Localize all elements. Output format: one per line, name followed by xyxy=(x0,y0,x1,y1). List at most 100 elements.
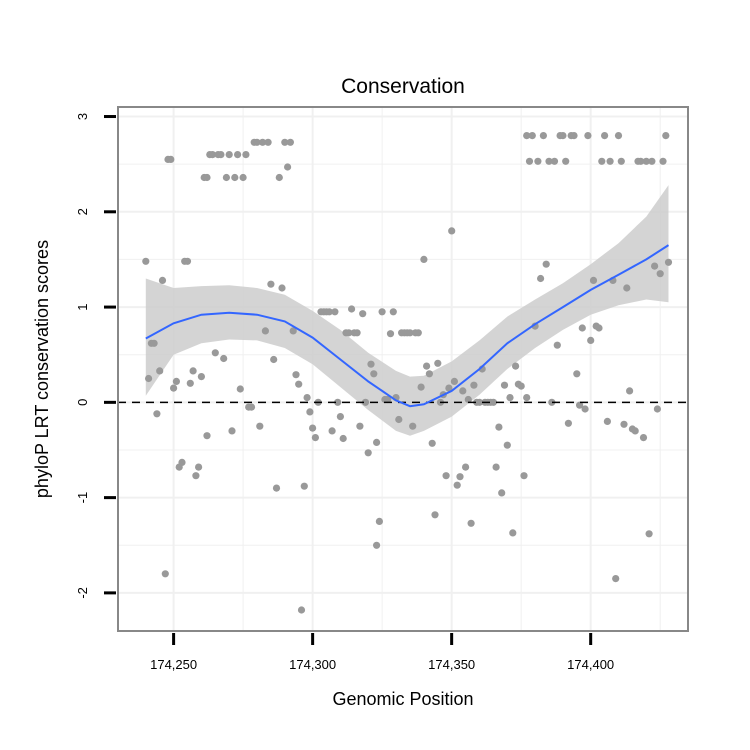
data-point xyxy=(334,398,342,406)
data-point xyxy=(525,157,534,165)
data-point xyxy=(336,413,344,421)
data-point xyxy=(550,157,559,165)
data-point xyxy=(292,371,300,379)
data-point xyxy=(303,394,311,402)
data-point xyxy=(664,258,673,266)
data-point xyxy=(300,482,308,490)
data-point xyxy=(617,157,625,165)
data-point xyxy=(231,173,239,182)
data-point xyxy=(297,606,306,614)
data-point xyxy=(406,329,414,337)
y-axis-label: phyloP LRT conservation scores xyxy=(32,240,52,498)
data-point xyxy=(442,472,450,480)
data-point xyxy=(203,432,211,440)
data-point xyxy=(603,417,612,425)
data-point xyxy=(520,472,528,480)
data-point xyxy=(420,255,428,263)
data-point xyxy=(559,132,567,140)
data-point xyxy=(189,367,197,375)
data-point xyxy=(386,330,395,338)
data-point xyxy=(167,155,175,163)
data-point xyxy=(409,422,417,430)
data-point xyxy=(183,257,192,265)
data-point xyxy=(623,284,631,292)
data-point xyxy=(370,370,378,378)
data-point xyxy=(242,151,250,159)
data-point xyxy=(467,519,475,527)
data-point xyxy=(259,138,267,146)
data-point xyxy=(626,387,634,395)
data-point xyxy=(186,379,194,387)
data-point xyxy=(620,420,628,428)
panel-background xyxy=(118,107,688,631)
x-tick-label: 174,300 xyxy=(289,657,336,672)
data-point xyxy=(431,511,439,519)
data-point xyxy=(511,362,520,370)
data-point xyxy=(311,434,319,442)
data-point xyxy=(309,424,317,432)
data-point xyxy=(222,173,230,182)
data-point xyxy=(637,157,645,165)
data-point xyxy=(211,349,219,357)
data-point xyxy=(145,374,153,383)
data-point xyxy=(459,387,467,395)
data-point xyxy=(272,484,281,492)
data-point xyxy=(548,398,556,406)
data-point xyxy=(598,157,606,165)
data-point xyxy=(306,408,314,416)
data-point xyxy=(434,359,442,367)
data-point xyxy=(378,308,386,316)
data-point xyxy=(573,370,581,378)
data-point xyxy=(278,284,286,292)
confidence-band xyxy=(145,185,669,436)
data-point xyxy=(517,382,525,390)
data-point xyxy=(203,173,211,182)
data-point xyxy=(537,274,545,283)
data-point xyxy=(614,132,623,140)
data-point xyxy=(453,481,461,489)
data-point xyxy=(539,132,548,140)
data-point xyxy=(217,151,225,159)
data-point xyxy=(153,410,161,418)
data-point xyxy=(170,384,178,392)
data-point xyxy=(631,427,639,435)
data-point xyxy=(384,395,392,404)
data-point xyxy=(281,138,289,146)
data-point xyxy=(247,403,256,411)
data-point xyxy=(645,530,653,538)
data-point xyxy=(595,324,603,332)
data-point xyxy=(448,227,456,235)
data-point xyxy=(156,367,164,375)
data-point xyxy=(364,449,372,457)
y-tick-label: -2 xyxy=(75,587,90,599)
data-point xyxy=(158,276,167,284)
data-point xyxy=(325,308,333,316)
data-point xyxy=(450,377,458,385)
data-points xyxy=(142,132,673,614)
data-point xyxy=(389,308,397,316)
data-point xyxy=(359,310,367,318)
data-point xyxy=(295,380,303,388)
data-point xyxy=(542,260,550,268)
data-point xyxy=(345,329,353,337)
data-point xyxy=(489,398,497,406)
y-tick-label: 0 xyxy=(75,399,90,406)
data-point xyxy=(523,394,531,402)
y-axis: 3 2 1 0 -1 -2 xyxy=(75,113,116,599)
data-point xyxy=(208,151,217,159)
data-point xyxy=(456,473,464,481)
data-point xyxy=(464,395,472,404)
y-tick-label: 3 xyxy=(75,113,90,120)
data-point xyxy=(475,398,484,406)
data-point xyxy=(267,280,275,288)
data-point xyxy=(534,157,542,165)
data-point xyxy=(545,157,553,165)
y-tick-label: -1 xyxy=(75,492,90,504)
data-point xyxy=(492,463,500,471)
data-point xyxy=(523,132,531,140)
panel-border xyxy=(117,106,689,632)
data-point xyxy=(161,570,169,578)
x-tick-label: 174,350 xyxy=(428,657,475,672)
x-tick-label: 174,250 xyxy=(150,657,197,672)
